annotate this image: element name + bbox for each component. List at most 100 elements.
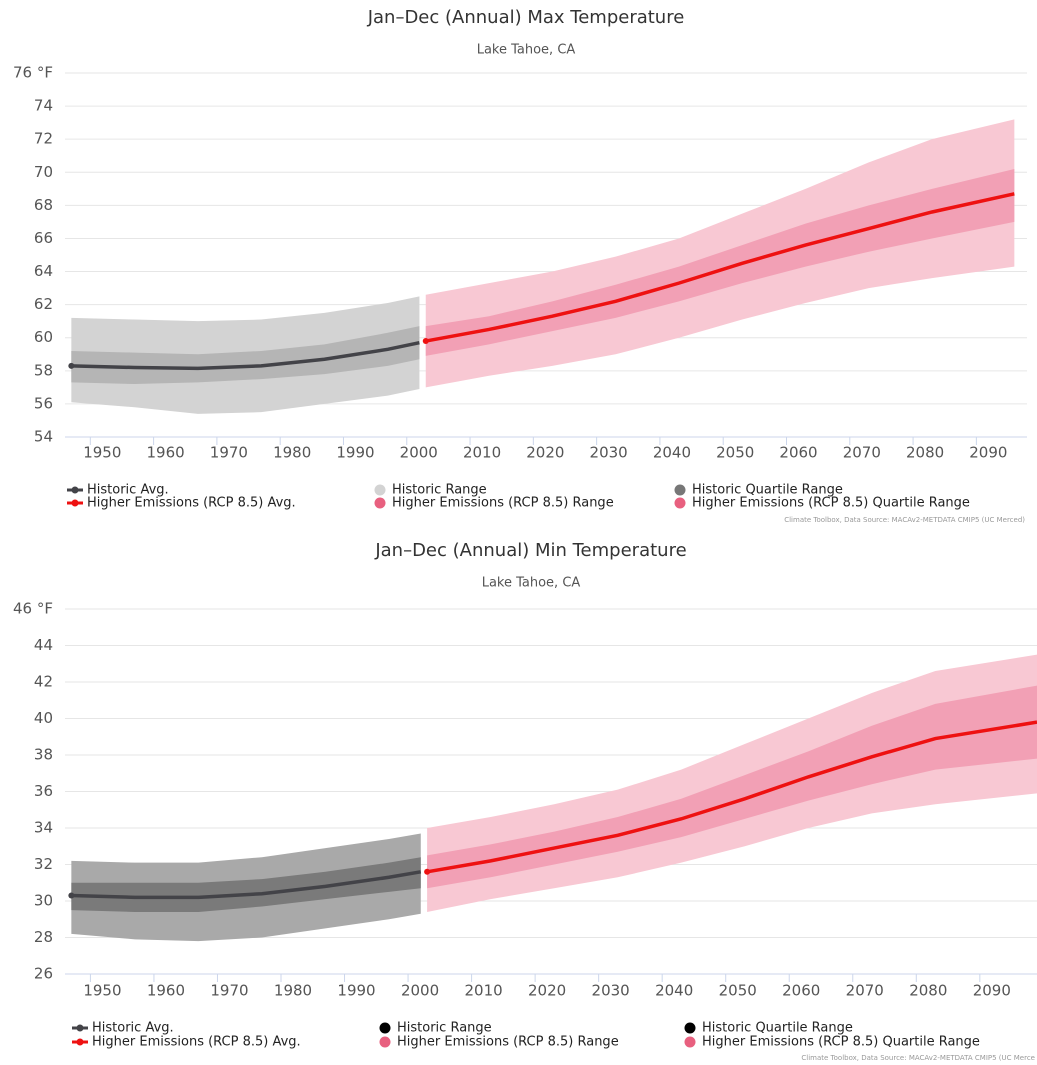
legend-item: Historic Quartile Range [674, 483, 843, 498]
legend-label: Higher Emissions (RCP 8.5) Range [392, 496, 614, 511]
legend-item: Higher Emissions (RCP 8.5) Avg. [72, 1035, 301, 1050]
x-tick-label: 2020 [526, 444, 564, 462]
legend-label: Higher Emissions (RCP 8.5) Quartile Rang… [692, 496, 970, 511]
x-tick-label: 1980 [274, 982, 312, 1000]
x-tick-label: 2090 [973, 982, 1011, 1000]
y-tick-label: 42 [34, 673, 53, 691]
legend-label: Historic Avg. [87, 483, 169, 498]
legend-label: Higher Emissions (RCP 8.5) Avg. [87, 496, 296, 511]
legend-label: Historic Quartile Range [702, 1021, 853, 1036]
legend-marker [674, 484, 686, 496]
chart: Jan–Dec (Annual) Min Temperature Lake Tah… [13, 540, 1037, 1062]
y-tick-label: 76 °F [13, 64, 53, 82]
y-tick-label: 36 [34, 782, 53, 800]
legend-marker [76, 1024, 84, 1032]
x-tick-label: 2020 [528, 982, 566, 1000]
x-tick-label: 2080 [906, 444, 944, 462]
line-end-marker [68, 892, 75, 899]
y-tick-label: 56 [34, 394, 53, 412]
y-tick-label: 54 [34, 428, 53, 446]
legend-marker [379, 1036, 391, 1048]
legend-marker [76, 1038, 84, 1046]
range-band [71, 326, 420, 385]
line-end-marker [68, 362, 75, 369]
x-tick-label: 2030 [592, 982, 630, 1000]
chart-title: Jan–Dec (Annual) Min Temperature [374, 540, 686, 561]
avg-line [71, 870, 422, 900]
x-tick-label: 1990 [336, 444, 374, 462]
y-tick-label: 60 [34, 328, 53, 346]
legend-label: Higher Emissions (RCP 8.5) Avg. [92, 1035, 301, 1050]
x-tick-label: 2070 [846, 982, 884, 1000]
avg-line [425, 192, 1015, 343]
x-tick-label: 1990 [337, 982, 375, 1000]
line-end-marker [422, 338, 429, 345]
legend-item: Higher Emissions (RCP 8.5) Quartile Rang… [674, 496, 970, 511]
y-tick-label: 34 [34, 819, 53, 837]
chart: Jan–Dec (Annual) Max Temperature Lake Tah… [13, 7, 1027, 524]
legend-marker [684, 1036, 696, 1048]
legend-marker [684, 1022, 696, 1034]
legend-marker [374, 484, 386, 496]
y-tick-label: 70 [34, 163, 53, 181]
line-end-marker [424, 868, 431, 875]
x-tick-label: 2010 [463, 444, 501, 462]
x-tick-label: 2030 [590, 444, 628, 462]
y-tick-label: 32 [34, 855, 53, 873]
y-tick-label: 46 °F [13, 600, 53, 618]
legend-item: Historic Avg. [72, 1021, 174, 1036]
chart-title: Jan–Dec (Annual) Max Temperature [367, 7, 685, 28]
x-tick-label: 1970 [210, 982, 248, 1000]
range-band [425, 168, 1015, 356]
y-tick-label: 38 [34, 746, 53, 764]
y-tick-label: 40 [34, 709, 53, 727]
legend-label: Historic Avg. [92, 1021, 174, 1036]
legend-item: Historic Avg. [67, 483, 169, 498]
y-tick-label: 68 [34, 196, 53, 214]
y-tick-label: 72 [34, 130, 53, 148]
x-tick-label: 2010 [464, 982, 502, 1000]
x-tick-label: 1970 [210, 444, 248, 462]
y-tick-label: 28 [34, 928, 53, 946]
y-tick-label: 30 [34, 892, 53, 910]
legend-item: Historic Quartile Range [684, 1021, 853, 1036]
legend-item: Historic Range [379, 1021, 492, 1036]
x-tick-label: 1950 [83, 982, 121, 1000]
chart-subtitle: Lake Tahoe, CA [482, 576, 581, 591]
legend-label: Higher Emissions (RCP 8.5) Quartile Rang… [702, 1035, 980, 1050]
x-tick-label: 2040 [653, 444, 691, 462]
legend-marker [71, 486, 79, 494]
x-tick-label: 2050 [716, 444, 754, 462]
legend-label: Higher Emissions (RCP 8.5) Range [397, 1035, 619, 1050]
y-tick-label: 44 [34, 636, 53, 654]
legend-item: Higher Emissions (RCP 8.5) Avg. [67, 496, 296, 511]
x-tick-label: 2070 [843, 444, 881, 462]
x-tick-label: 1950 [83, 444, 121, 462]
range-band [427, 685, 1037, 889]
legend-item: Higher Emissions (RCP 8.5) Range [374, 496, 614, 511]
x-tick-label: 2080 [909, 982, 947, 1000]
avg-line [426, 720, 1037, 874]
legend-marker [674, 497, 686, 509]
legend-marker [71, 499, 79, 507]
legend-label: Historic Range [392, 483, 487, 498]
x-tick-label: 2000 [401, 982, 439, 1000]
y-tick-label: 58 [34, 361, 53, 379]
y-tick-label: 66 [34, 229, 53, 247]
legend-label: Historic Quartile Range [692, 483, 843, 498]
legend-item: Historic Range [374, 483, 487, 498]
legend-label: Historic Range [397, 1021, 492, 1036]
x-tick-label: 2040 [655, 982, 693, 1000]
y-tick-label: 26 [34, 965, 53, 983]
x-tick-label: 2060 [779, 444, 817, 462]
chart-subtitle: Lake Tahoe, CA [477, 43, 576, 58]
legend-marker [379, 1022, 391, 1034]
x-tick-label: 2090 [969, 444, 1007, 462]
x-tick-label: 1960 [147, 444, 185, 462]
credit: Climate Toolbox, Data Source: MACAv2-MET… [801, 1054, 1035, 1062]
x-tick-label: 1960 [147, 982, 185, 1000]
avg-line [71, 340, 420, 371]
y-tick-label: 62 [34, 295, 53, 313]
x-tick-label: 1980 [273, 444, 311, 462]
